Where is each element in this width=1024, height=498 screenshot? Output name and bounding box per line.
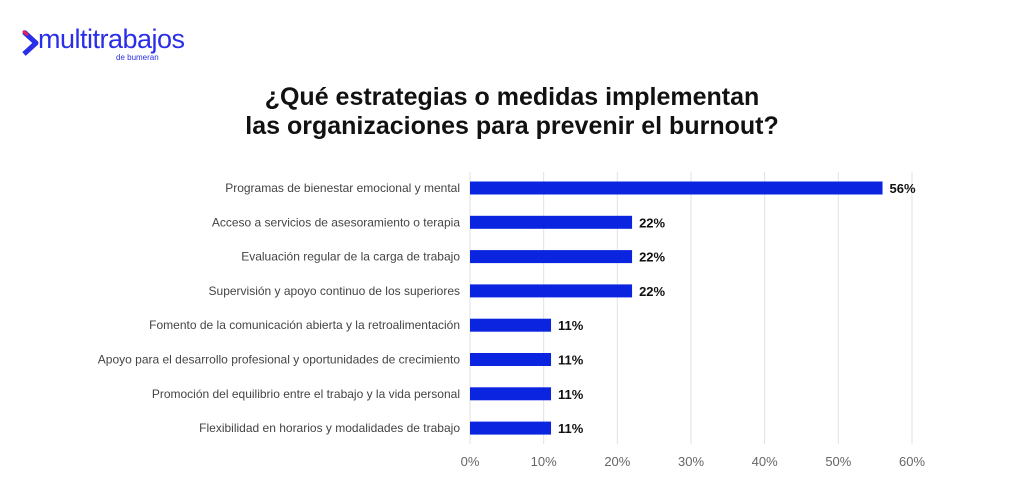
- bar: [470, 250, 633, 264]
- bar: [470, 284, 633, 298]
- category-label: Programas de bienestar emocional y menta…: [225, 181, 460, 195]
- bar: [470, 318, 552, 332]
- data-label: 22%: [639, 284, 665, 299]
- bar: [470, 421, 552, 435]
- x-tick-label: 50%: [825, 454, 851, 469]
- category-label: Flexibilidad en horarios y modalidades d…: [199, 421, 460, 435]
- bar: [470, 353, 552, 366]
- bar: [470, 181, 883, 195]
- x-tick-label: 30%: [678, 454, 704, 469]
- x-tick-label: 60%: [899, 454, 925, 469]
- data-label: 22%: [639, 215, 665, 230]
- chart-title: ¿Qué estrategias o medidas implementan l…: [0, 83, 1024, 141]
- data-label: 11%: [558, 318, 584, 333]
- category-label: Acceso a servicios de asesoramiento o te…: [212, 215, 460, 229]
- x-tick-label: 0%: [461, 454, 480, 469]
- x-tick-label: 10%: [531, 454, 557, 469]
- data-label: 11%: [558, 387, 584, 402]
- category-label: Fomento de la comunicación abierta y la …: [149, 318, 460, 332]
- category-label: Evaluación regular de la carga de trabaj…: [241, 250, 460, 264]
- category-label: Apoyo para el desarrollo profesional y o…: [98, 353, 461, 367]
- data-label: 56%: [890, 181, 916, 196]
- bar: [470, 387, 552, 401]
- bar: [470, 215, 633, 229]
- category-label: Promoción del equilibrio entre el trabaj…: [152, 387, 460, 401]
- logo-subtext: de bumeran: [116, 53, 159, 62]
- logo-chevron-icon: [22, 30, 39, 56]
- chart-title-line-1: ¿Qué estrategias o medidas implementan: [264, 83, 760, 111]
- category-label: Supervisión y apoyo continuo de los supe…: [209, 284, 460, 298]
- data-label: 11%: [558, 353, 584, 368]
- logo-text: multitrabajos: [38, 24, 185, 54]
- chart-title-line-2: las organizaciones para prevenir el burn…: [245, 112, 779, 140]
- data-label: 22%: [639, 250, 665, 265]
- data-label: 11%: [558, 421, 584, 436]
- x-tick-label: 20%: [604, 454, 630, 469]
- x-tick-label: 40%: [752, 454, 778, 469]
